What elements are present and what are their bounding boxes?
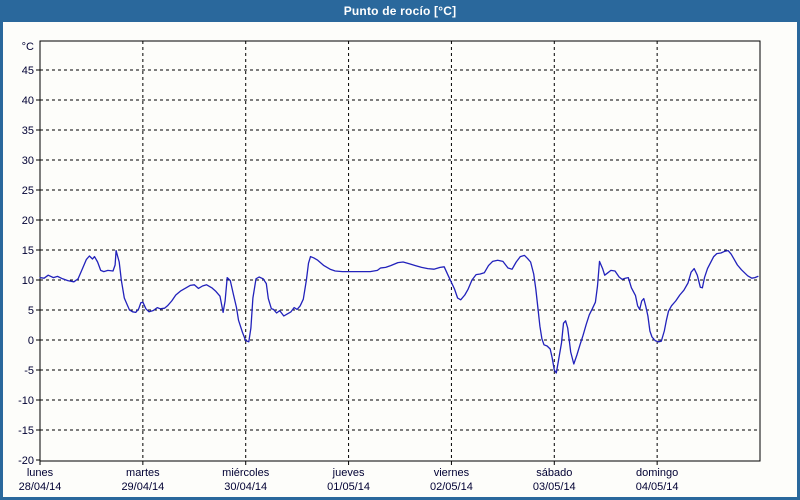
x-day-name: martes (126, 467, 160, 479)
y-tick-label: 40 (22, 95, 34, 107)
y-tick-label: 30 (22, 155, 34, 167)
x-day-date: 29/04/14 (121, 481, 164, 493)
x-day-date: 30/04/14 (224, 481, 267, 493)
y-tick-label: 45 (22, 65, 34, 77)
x-day-date: 01/05/14 (327, 481, 370, 493)
chart-titlebar: Punto de rocío [°C] (0, 0, 800, 22)
x-day-date: 03/05/14 (533, 481, 576, 493)
y-tick-label: 10 (22, 275, 34, 287)
y-tick-label: 0 (28, 335, 34, 347)
chart-title: Punto de rocío [°C] (343, 4, 457, 18)
y-tick-label: 15 (22, 245, 34, 257)
plot-frame (39, 40, 761, 462)
y-tick-label: -10 (18, 395, 34, 407)
x-day-name: jueves (332, 467, 365, 479)
x-day-name: miércoles (222, 467, 270, 479)
x-day-name: lunes (27, 467, 54, 479)
x-day-date: 02/05/14 (430, 481, 473, 493)
dew-point-chart: 45 40 35 30 25 20 15 10 5 0 -5 -10 -15 -20 °C lunes 28/0… (18, 40, 761, 493)
series-line-dew-point (39, 249, 759, 374)
y-tick-label: 25 (22, 185, 34, 197)
y-axis-unit-label: °C (22, 41, 34, 53)
y-tick-label: 35 (22, 125, 34, 137)
y-tick-label: -20 (18, 455, 34, 467)
y-tick-label: 5 (28, 305, 34, 317)
x-day-name: domingo (636, 467, 678, 479)
x-day-name: sábado (536, 467, 572, 479)
y-tick-label: 20 (22, 215, 34, 227)
y-tick-label: -5 (24, 365, 34, 377)
x-day-date: 28/04/14 (19, 481, 62, 493)
x-day-name: viernes (434, 467, 470, 479)
y-tick-label: -15 (18, 425, 34, 437)
x-day-date: 04/05/14 (636, 481, 679, 493)
